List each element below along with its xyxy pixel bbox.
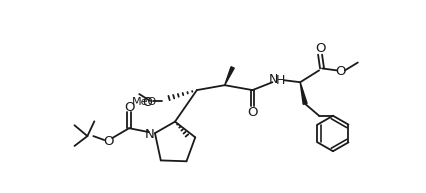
Text: O: O — [314, 42, 325, 55]
Text: O: O — [335, 65, 345, 78]
Text: O: O — [103, 135, 113, 147]
Polygon shape — [224, 67, 234, 85]
Text: H: H — [275, 74, 284, 87]
Text: O: O — [247, 106, 257, 119]
Text: O: O — [124, 101, 134, 114]
Text: N: N — [145, 128, 155, 141]
Polygon shape — [299, 82, 306, 104]
Text: MeO: MeO — [132, 97, 157, 107]
Text: O: O — [142, 96, 152, 109]
Text: N: N — [268, 73, 277, 86]
